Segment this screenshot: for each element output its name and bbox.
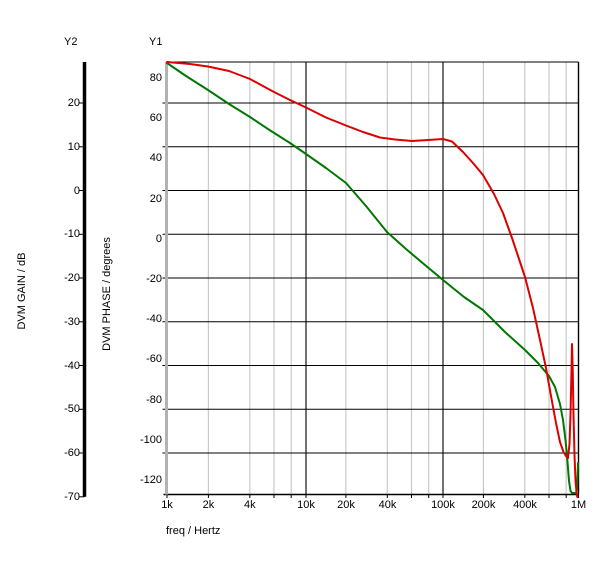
y1-tick-label: -60: [146, 353, 162, 366]
y2-tick-label: -60: [64, 447, 80, 459]
x-tick-label: 200k: [471, 498, 496, 511]
dvm-gain-curve: [166, 62, 579, 494]
dvm-phase-curve: [166, 61, 579, 498]
y2-axis-name: Y2: [64, 36, 78, 48]
y1-axis-name: Y1: [149, 36, 163, 48]
x-tick-label: 100k: [431, 498, 455, 511]
y2-tick-label: 10: [67, 140, 80, 153]
y1-tick-label: -20: [146, 273, 162, 285]
x-tick-label: 1M: [570, 498, 587, 511]
y1-tick-label: -80: [146, 393, 162, 406]
y2-tick-label: 0: [73, 184, 80, 197]
y1-tick-label: 60: [149, 112, 162, 125]
y1-tick-label: 80: [149, 72, 162, 84]
x-axis-title: freq / Hertz: [166, 525, 221, 537]
y2-tick-label: -10: [64, 228, 80, 241]
x-tick-label: 40k: [378, 498, 397, 511]
y1-tick-label: -120: [139, 474, 162, 486]
x-tick-label: 4k: [243, 498, 256, 511]
x-tick-label: 400k: [513, 498, 537, 511]
y2-tick-label: -30: [64, 315, 80, 328]
x-tick-label: 20k: [337, 498, 355, 511]
y2-tick-label: -50: [64, 403, 80, 416]
x-tick-label: 2k: [202, 498, 215, 511]
y1-tick-label: -100: [139, 433, 162, 446]
y1-tick-label: 0: [155, 232, 162, 245]
x-tick-label: 10k: [297, 498, 315, 511]
y1-tick-label: -40: [146, 313, 162, 326]
y2-tick-label: -20: [64, 272, 80, 284]
x-tick-label: 1k: [161, 498, 173, 511]
y1-tick-label: 20: [149, 192, 162, 205]
y2-tick-label: -40: [64, 359, 80, 372]
y1-tick-label: 40: [149, 152, 162, 165]
y2-tick-label: 20: [67, 97, 80, 109]
y2-tick-label: -70: [64, 490, 80, 503]
